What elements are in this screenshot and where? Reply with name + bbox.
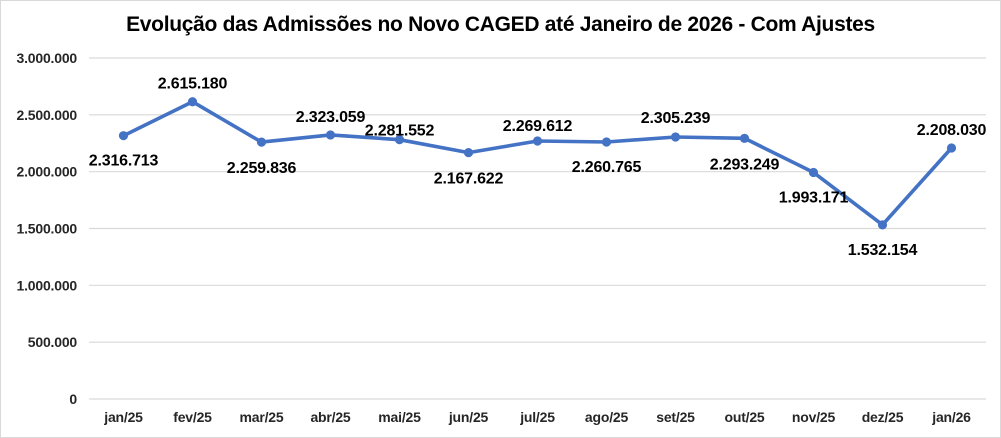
- data-label: 2.260.765: [572, 159, 642, 176]
- x-tick-label: jun/25: [448, 409, 489, 425]
- data-label: 2.316.713: [89, 153, 159, 170]
- x-tick-label: jan/25: [103, 409, 143, 425]
- data-label: 2.259.836: [227, 160, 297, 177]
- data-label: 2.615.180: [158, 76, 228, 93]
- data-point-marker: [601, 137, 612, 147]
- x-tick-label: jan/26: [931, 409, 971, 425]
- data-label: 2.208.030: [917, 122, 987, 139]
- data-point-marker: [739, 133, 750, 143]
- data-point-marker: [463, 148, 474, 158]
- y-tick-label: 3.000.000: [17, 50, 78, 66]
- data-point-marker: [532, 136, 543, 146]
- data-label: 2.305.239: [641, 110, 711, 127]
- y-tick-label: 1.500.000: [17, 221, 78, 237]
- data-point-marker: [808, 167, 819, 178]
- y-tick-label: 2.000.000: [17, 164, 78, 180]
- data-point-marker: [187, 97, 198, 107]
- data-point-marker: [877, 220, 888, 230]
- x-tick-label: ago/25: [585, 409, 629, 425]
- data-point-marker: [118, 131, 129, 141]
- data-label: 2.323.059: [296, 109, 366, 126]
- data-label: 2.269.612: [503, 118, 573, 135]
- data-label: 2.293.249: [710, 156, 780, 173]
- x-tick-label: nov/25: [792, 409, 836, 425]
- y-tick-label: 500.000: [28, 334, 78, 350]
- y-tick-label: 0: [69, 391, 77, 407]
- y-tick-label: 2.500.000: [17, 107, 78, 123]
- x-tick-label: out/25: [724, 409, 764, 425]
- data-point-marker: [256, 137, 267, 147]
- data-point-marker: [325, 130, 336, 140]
- data-label: 1.993.171: [779, 189, 849, 206]
- chart-title: Evolução das Admissões no Novo CAGED até…: [126, 13, 875, 36]
- data-point-marker: [670, 132, 681, 142]
- data-label: 1.532.154: [848, 242, 918, 259]
- x-tick-label: set/25: [656, 409, 695, 425]
- data-label: 2.281.552: [365, 123, 435, 140]
- data-label: 2.167.622: [434, 171, 504, 188]
- x-tick-label: abr/25: [310, 409, 350, 425]
- x-tick-label: dez/25: [862, 409, 904, 425]
- x-tick-label: jul/25: [519, 409, 555, 425]
- x-tick-label: mar/25: [240, 409, 284, 425]
- data-point-marker: [946, 143, 957, 153]
- y-tick-label: 1.000.000: [17, 277, 78, 293]
- x-tick-label: fev/25: [173, 409, 212, 425]
- x-tick-label: mai/25: [378, 409, 421, 425]
- data-point-marker: [394, 135, 405, 145]
